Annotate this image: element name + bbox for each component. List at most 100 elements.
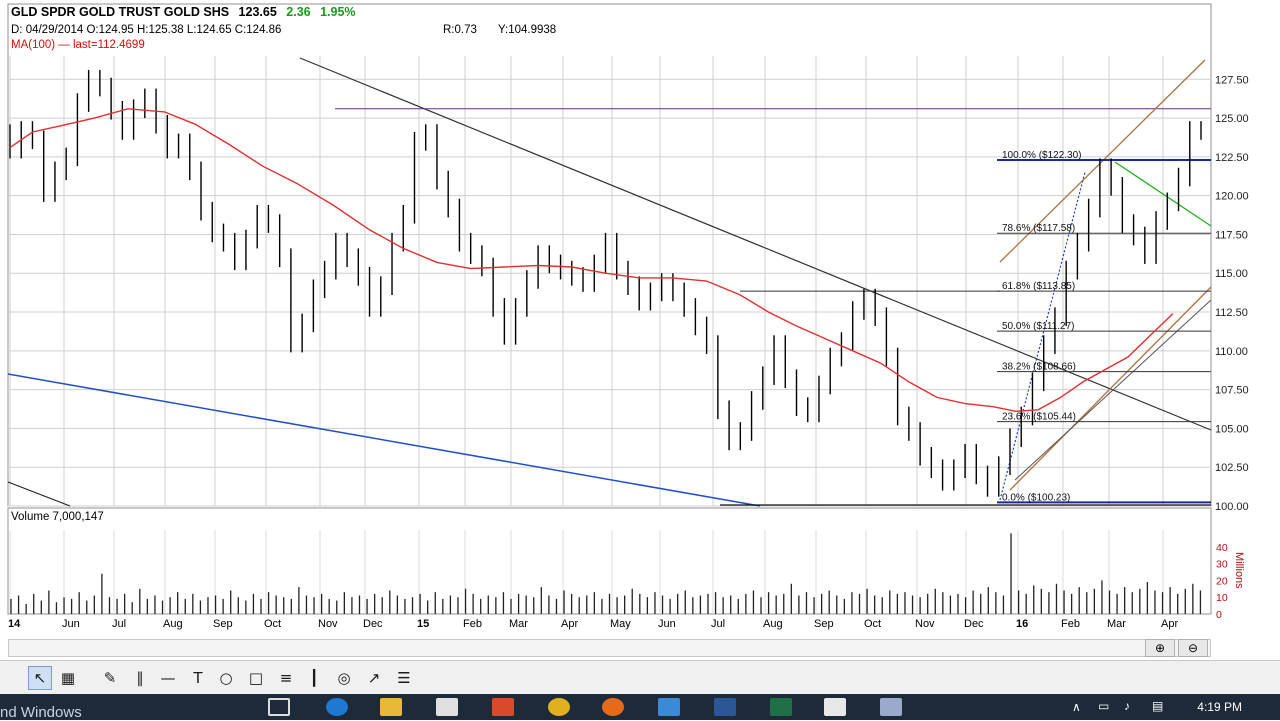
y-tick-label: 117.50 (1215, 229, 1248, 241)
y-tick-label: 112.50 (1215, 307, 1248, 319)
x-tick-label: Nov (318, 618, 338, 630)
x-tick-label: Sep (213, 618, 233, 630)
task-view-icon[interactable] (268, 698, 290, 716)
volume-tick-label: 10 (1216, 592, 1228, 604)
pencil-icon[interactable]: ✎ (103, 669, 117, 687)
x-tick-label: Jul (112, 618, 126, 630)
x-tick-label: Aug (163, 618, 183, 630)
y-tick-label: 120.00 (1215, 191, 1249, 203)
fib-level-label: 38.2% ($108.66) (1002, 362, 1076, 373)
drawing-toolbar: ↖ ▦ ✎ ∥ — T ○ □ ≡ ┃ ◎ ↗ ☰ (0, 660, 1280, 695)
fib-level-label: 23.6% ($105.44) (1002, 412, 1076, 423)
y-tick-label: 125.00 (1215, 113, 1249, 125)
y-tick-label: 110.00 (1215, 346, 1248, 358)
fib-icon[interactable]: ≡ (279, 669, 293, 687)
taskbar-clock[interactable]: 4:19 PM (1197, 700, 1242, 714)
x-tick-label: Aug (763, 618, 783, 630)
y-tick-label: 127.50 (1215, 74, 1249, 86)
java-icon[interactable] (824, 698, 846, 716)
fib-level-label: 61.8% ($113.85) (1002, 281, 1075, 292)
x-tick-label: Sep (814, 618, 834, 630)
fan-icon[interactable]: ↗ (367, 669, 381, 687)
x-tick-label: Mar (1107, 618, 1126, 630)
volume-icon[interactable]: ♪ (1124, 699, 1130, 713)
horizontal-line-icon[interactable]: — (160, 669, 176, 687)
paint-icon[interactable] (880, 698, 902, 716)
lower-trend-line (7, 481, 71, 507)
x-tick-label: Dec (363, 618, 383, 630)
x-tick-label: Jul (711, 618, 725, 630)
x-tick-label: Oct (264, 618, 281, 630)
y-tick-label: 115.00 (1215, 268, 1248, 280)
x-tick-label: Feb (463, 618, 482, 630)
fib-level-label: 0.0% ($100.23) (1002, 492, 1070, 503)
y-readout: Y:104.9938 (498, 24, 557, 36)
fib-level-label: 100.0% ($122.30) (1002, 150, 1082, 161)
edge-icon[interactable] (326, 698, 348, 716)
excel-icon[interactable] (770, 698, 792, 716)
volume-tick-label: 30 (1216, 559, 1228, 571)
rectangle-icon[interactable]: □ (248, 669, 264, 687)
price-chart[interactable]: 127.50 125.00 122.50 120.00 117.50 115.00 112.… (0, 0, 1280, 660)
fib-level-label: 78.6% ($117.58) (1002, 223, 1075, 234)
firefox-icon[interactable] (602, 698, 624, 716)
x-tick-label: Mar (509, 618, 528, 630)
zoom-in-button[interactable]: ⊕ (1145, 639, 1175, 657)
volume-tick-label: 40 (1216, 542, 1228, 554)
y-tick-label: 122.50 (1215, 152, 1249, 164)
volume-tick-label: 20 (1216, 575, 1228, 587)
tray-chevron-icon[interactable]: ∧ (1072, 700, 1081, 714)
ellipse-icon[interactable]: ○ (219, 669, 233, 687)
windows-taskbar: ∧ ▭ ♪ ▤ 4:19 PM (0, 694, 1280, 720)
network-icon[interactable]: ▭ (1098, 699, 1110, 713)
chrome-icon[interactable] (548, 698, 570, 716)
cycles-icon[interactable]: ┃ (309, 669, 319, 687)
short-trend-line (1114, 161, 1212, 227)
y-tick-label: 100.00 (1215, 501, 1249, 513)
y-tick-label: 107.50 (1215, 385, 1249, 397)
ma-legend: MA(100) — last=112.4699 (11, 39, 145, 51)
last-price: 123.65 (238, 5, 277, 19)
x-tick-label: 14 (8, 618, 21, 630)
x-tick-label: May (610, 618, 631, 630)
word-icon[interactable] (714, 698, 736, 716)
store-icon[interactable] (436, 698, 458, 716)
volume-label: Volume 7,000,147 (11, 511, 104, 523)
x-tick-label: Jun (658, 618, 676, 630)
x-tick-label: Apr (1161, 618, 1178, 630)
chart-title-bar: GLD SPDR GOLD TRUST GOLD SHS 123.65 2.36… (11, 5, 356, 19)
x-tick-label: 16 (1016, 618, 1028, 630)
channel-mid-line (1014, 299, 1212, 481)
pointer-icon[interactable]: ↖ (28, 666, 52, 690)
y-tick-label: 102.50 (1215, 462, 1249, 474)
ma100-line (9, 108, 1174, 413)
keyboard-icon[interactable]: ▤ (1152, 699, 1164, 713)
x-tick-label: Feb (1061, 618, 1080, 630)
long-channel-line (7, 373, 761, 507)
x-tick-label: Oct (864, 618, 881, 630)
volume-axis-label: Millions (1233, 552, 1245, 589)
price-change-pct: 1.95% (320, 5, 356, 19)
horizontal-scrollbar[interactable] (8, 639, 1211, 657)
x-tick-label: Nov (915, 618, 935, 630)
menu-icon[interactable]: ☰ (397, 669, 411, 687)
price-change: 2.36 (286, 5, 311, 19)
table-icon[interactable]: ▦ (60, 669, 76, 687)
parallel-lines-icon[interactable]: ∥ (136, 669, 144, 687)
maps-icon[interactable] (658, 698, 680, 716)
zoom-out-button[interactable]: ⊖ (1178, 639, 1208, 657)
ohlc-readout: D: 04/29/2014 O:124.95 H:125.38 L:124.65… (11, 24, 282, 36)
text-icon[interactable]: T (193, 669, 203, 687)
x-tick-label: Jun (62, 618, 80, 630)
symbol-title: GLD SPDR GOLD TRUST GOLD SHS (11, 5, 230, 19)
x-tick-label: Dec (964, 618, 984, 630)
channel-upper-line (999, 59, 1206, 263)
media-player-icon[interactable] (492, 698, 514, 716)
fib-level-label: 50.0% ($111.27) (1002, 321, 1074, 332)
y-tick-label: 105.00 (1215, 423, 1249, 435)
file-explorer-icon[interactable] (380, 698, 402, 716)
annotation-icon[interactable]: ◎ (337, 669, 351, 687)
channel-lower-line (1009, 286, 1212, 491)
x-tick-label: Apr (561, 618, 578, 630)
